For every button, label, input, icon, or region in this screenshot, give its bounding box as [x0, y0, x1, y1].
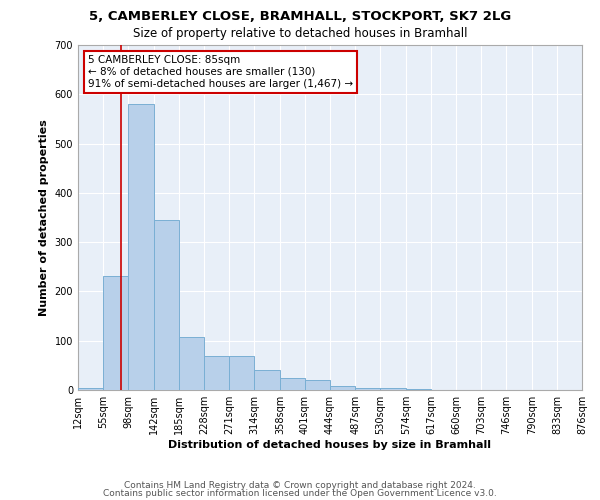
Bar	[103, 276, 128, 390]
Bar	[305, 380, 330, 390]
Y-axis label: Number of detached properties: Number of detached properties	[39, 119, 49, 316]
Bar	[78, 388, 103, 390]
Bar	[229, 356, 254, 390]
Text: Contains public sector information licensed under the Open Government Licence v3: Contains public sector information licen…	[103, 488, 497, 498]
X-axis label: Distribution of detached houses by size in Bramhall: Distribution of detached houses by size …	[169, 440, 491, 450]
Bar	[128, 104, 154, 390]
Bar	[355, 388, 380, 390]
Text: Contains HM Land Registry data © Crown copyright and database right 2024.: Contains HM Land Registry data © Crown c…	[124, 481, 476, 490]
Bar	[179, 338, 204, 390]
Bar	[380, 388, 406, 390]
Bar	[406, 388, 431, 390]
Bar	[330, 386, 355, 390]
Bar	[154, 220, 179, 390]
Bar	[280, 378, 305, 390]
Text: 5 CAMBERLEY CLOSE: 85sqm
← 8% of detached houses are smaller (130)
91% of semi-d: 5 CAMBERLEY CLOSE: 85sqm ← 8% of detache…	[88, 56, 353, 88]
Bar	[204, 356, 229, 390]
Bar	[254, 370, 280, 390]
Text: 5, CAMBERLEY CLOSE, BRAMHALL, STOCKPORT, SK7 2LG: 5, CAMBERLEY CLOSE, BRAMHALL, STOCKPORT,…	[89, 10, 511, 23]
Text: Size of property relative to detached houses in Bramhall: Size of property relative to detached ho…	[133, 28, 467, 40]
